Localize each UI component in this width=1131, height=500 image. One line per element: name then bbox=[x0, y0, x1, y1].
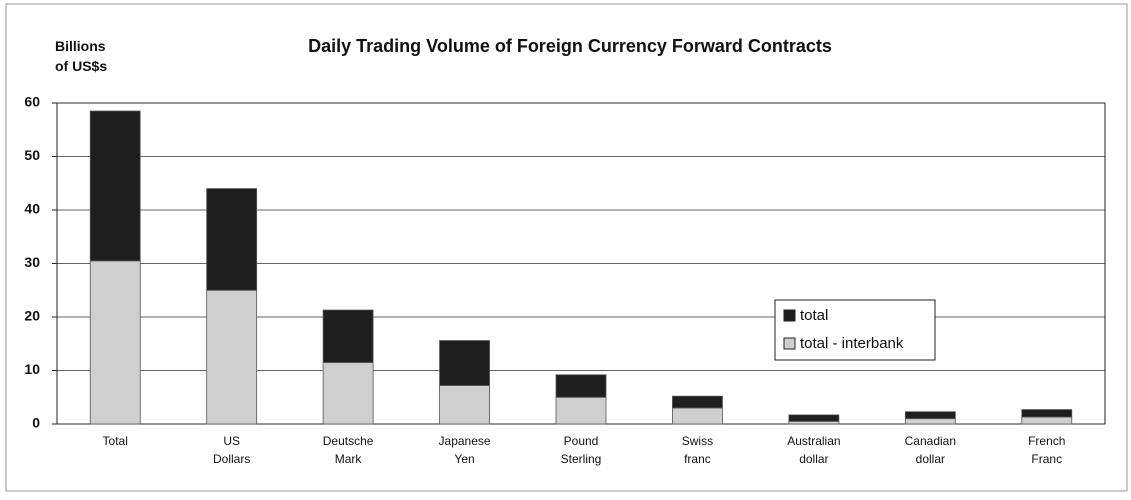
bar-segment bbox=[89, 110, 141, 262]
legend-swatch bbox=[783, 337, 796, 350]
chart-title: Daily Trading Volume of Foreign Currency… bbox=[308, 36, 832, 56]
bar-segment bbox=[206, 289, 258, 425]
y-tick-label: 0 bbox=[32, 415, 40, 431]
x-tick-label: Canadian dollar bbox=[905, 434, 956, 466]
x-tick-label: Deutsche Mark bbox=[323, 434, 374, 466]
x-tick-label: Swiss franc bbox=[682, 434, 713, 466]
bar-segment bbox=[89, 260, 141, 425]
y-axis-label: Billions of US$s bbox=[55, 38, 107, 74]
x-tick-label: Australian dollar bbox=[787, 434, 840, 466]
bar-segment bbox=[555, 396, 607, 425]
bar-segment bbox=[788, 414, 840, 422]
bar-segment bbox=[1021, 416, 1073, 425]
frame bbox=[5, 3, 1128, 492]
x-tick-label: Japanese Yen bbox=[439, 434, 491, 466]
x-tick-label: US Dollars bbox=[213, 434, 250, 466]
y-tick-label: 40 bbox=[24, 201, 40, 217]
bar-segment bbox=[904, 411, 956, 420]
bar-segment bbox=[555, 374, 607, 398]
legend-label: total - interbank bbox=[800, 335, 904, 352]
x-tick-label: French Franc bbox=[1028, 434, 1065, 466]
bar-segment bbox=[439, 385, 490, 425]
bar-segment bbox=[322, 309, 374, 363]
x-tick-label: Pound Sterling bbox=[561, 434, 602, 466]
bar-segment bbox=[439, 340, 490, 386]
legend-swatch bbox=[783, 309, 796, 322]
x-tick-label: Total bbox=[103, 434, 128, 448]
y-tick-label: 60 bbox=[24, 94, 40, 110]
bar-segment bbox=[1021, 409, 1073, 418]
y-tick-label: 10 bbox=[24, 361, 40, 377]
y-tick-label: 50 bbox=[24, 147, 40, 163]
y-tick-label: 20 bbox=[24, 308, 40, 324]
bar-segment bbox=[788, 420, 840, 425]
bar-segment bbox=[672, 407, 723, 425]
bar-segment bbox=[206, 188, 258, 291]
bar-segment bbox=[904, 418, 956, 425]
legend-label: total bbox=[800, 307, 828, 324]
bar-segment bbox=[672, 395, 723, 409]
legend-box bbox=[774, 299, 936, 361]
bar-segment bbox=[322, 362, 374, 425]
y-tick-label: 30 bbox=[24, 254, 40, 270]
